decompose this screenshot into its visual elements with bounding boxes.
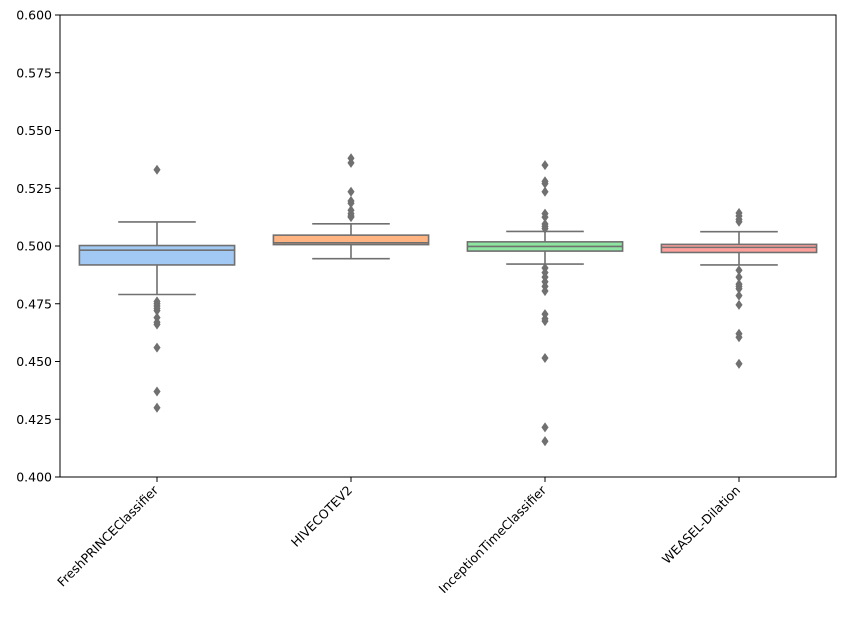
outlier-point [541,186,549,197]
outlier-point [735,332,743,343]
y-tick-label: 0.425 [16,412,52,427]
box-group [466,160,624,447]
y-tick-label: 0.475 [16,296,52,311]
x-tick-label: HIVECOTEV2 [288,483,355,550]
box-group [272,153,430,260]
box [272,234,430,246]
y-tick-label: 0.600 [16,8,52,23]
x-axis: FreshPRINCEClassifier HIVECOTEV2 Inception… [54,477,743,596]
outlier-point [153,319,161,330]
y-tick-label: 0.400 [16,470,52,485]
outlier-point [541,286,549,297]
box [660,243,818,254]
outlier-point [541,316,549,327]
outlier-point [153,164,161,175]
outlier-point [735,290,743,301]
outlier-point [541,160,549,171]
outlier-point [541,436,549,447]
outlier-point [153,342,161,353]
y-tick-label: 0.500 [16,239,52,254]
x-tick-label: WEASEL-Dilation [659,483,743,567]
y-tick-label: 0.450 [16,354,52,369]
outlier-point [735,216,743,227]
outlier-point [541,223,549,234]
box [78,244,236,266]
outlier-point [153,386,161,397]
plot-area [78,153,818,447]
outlier-point [735,299,743,310]
box-group [78,164,236,413]
outlier-point [347,157,355,168]
y-tick-label: 0.575 [16,65,52,80]
y-axis: 0.400 0.425 0.450 0.475 0.500 0.525 0.550 0.575… [16,8,60,485]
outlier-point [153,402,161,413]
outlier-point [735,358,743,369]
plot-frame [59,14,837,478]
x-tick-label: InceptionTimeClassifier [435,482,549,596]
outlier-point [347,212,355,223]
y-tick-label: 0.550 [16,123,52,138]
outlier-point [347,186,355,197]
outlier-point [541,353,549,364]
box-group [660,207,818,369]
y-tick-label: 0.525 [16,181,52,196]
x-tick-label: FreshPRINCEClassifier [54,482,162,590]
outlier-point [541,422,549,433]
